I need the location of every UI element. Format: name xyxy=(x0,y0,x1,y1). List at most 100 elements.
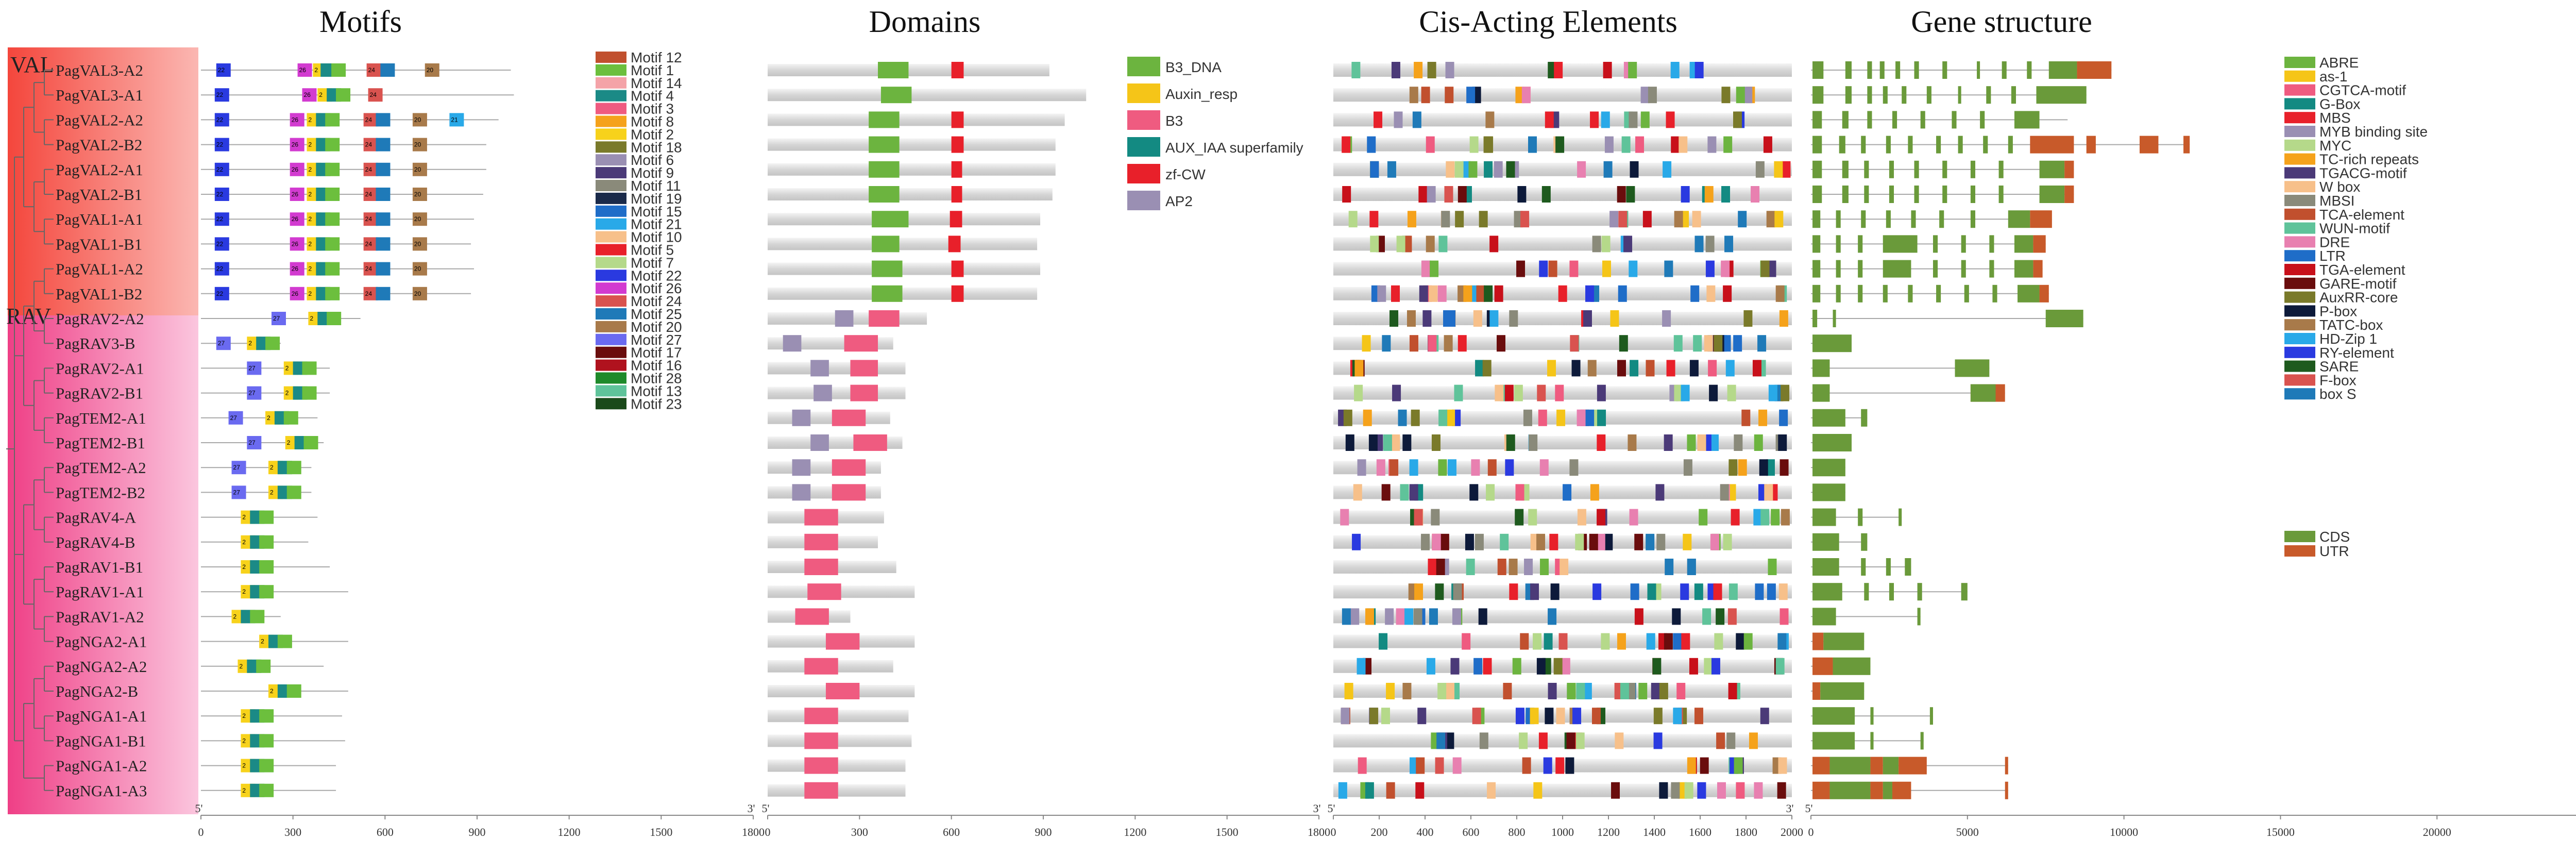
cis-legend-label: CGTCA-motif xyxy=(2319,82,2406,98)
cis-element-mark xyxy=(1489,310,1499,327)
cis-element-mark xyxy=(1778,757,1787,774)
exon-block xyxy=(1861,409,1868,427)
domain-box xyxy=(810,360,829,377)
cis-element-mark xyxy=(1780,608,1789,625)
gene-label: PagTEM2-B1 xyxy=(56,434,145,452)
cis-element-mark xyxy=(1723,533,1732,550)
motif-box xyxy=(368,88,383,102)
cis-element-mark xyxy=(1716,608,1725,625)
cis-element-mark xyxy=(1611,782,1620,799)
cis-element-mark xyxy=(1680,583,1689,600)
cis-legend-swatch xyxy=(2284,139,2315,151)
cis-element-mark xyxy=(1596,533,1605,550)
motif-box-label: 22 xyxy=(216,191,224,198)
cis-element-mark xyxy=(1702,608,1711,625)
domain-tick-label: 1500 xyxy=(1216,826,1239,838)
promoter-bar xyxy=(1333,188,1792,201)
motif-box-label: 27 xyxy=(248,364,256,372)
exon-block xyxy=(1870,757,1883,775)
exon-block xyxy=(1889,160,1894,178)
cis-element-mark xyxy=(1429,285,1438,302)
motif-box xyxy=(325,237,340,251)
cis-element-mark xyxy=(1576,683,1585,699)
cis-element-mark xyxy=(1628,62,1637,78)
domain-box xyxy=(783,335,802,352)
cis-element-mark xyxy=(1409,459,1418,476)
exon-block xyxy=(2030,136,2074,154)
cis-element-mark xyxy=(1743,633,1753,650)
exon-block xyxy=(1989,235,1994,253)
motif-legend-label: Motif 28 xyxy=(631,371,682,387)
cis-element-mark xyxy=(1514,384,1523,401)
exon-block xyxy=(1998,160,2004,178)
motif-legend-swatch xyxy=(596,52,626,63)
motif-box-label: 26 xyxy=(292,191,299,198)
cis-element-mark xyxy=(1369,211,1379,228)
motif-box-label: 26 xyxy=(299,66,307,74)
motif-box xyxy=(286,485,301,499)
motif-box-label: 24 xyxy=(365,265,372,273)
exon-block xyxy=(1836,235,1841,253)
motif-box-label: 20 xyxy=(414,191,421,198)
cis-element-mark xyxy=(1541,186,1551,203)
cis-element-mark xyxy=(1458,186,1467,203)
motif-box xyxy=(412,162,427,176)
exon-block xyxy=(2086,136,2096,154)
domain-legend-swatch xyxy=(1127,83,1160,103)
group-label-rav: RAV xyxy=(6,304,51,329)
cis-legend-label: TGA-element xyxy=(2319,262,2405,278)
exon-block xyxy=(1929,707,1933,725)
exon-block xyxy=(1812,434,1852,451)
domain-box xyxy=(853,434,887,451)
cis-element-mark xyxy=(1687,559,1696,575)
motif-tick-label: 300 xyxy=(284,826,301,838)
domain-legend-swatch xyxy=(1127,137,1160,157)
gene-five-prime: 5' xyxy=(1805,802,1813,815)
cis-element-mark xyxy=(1443,310,1452,327)
motif-box-label: 20 xyxy=(414,240,421,247)
cis-element-mark xyxy=(1728,583,1738,600)
motif-legend-label: Motif 15 xyxy=(631,204,682,220)
exon-block xyxy=(1812,558,1839,576)
cis-element-mark xyxy=(1438,459,1447,476)
cis-legend-label: TGACG-motif xyxy=(2319,165,2407,181)
motif-box xyxy=(327,312,342,325)
motif-box xyxy=(259,585,274,599)
cis-element-mark xyxy=(1653,732,1663,749)
cis-element-mark xyxy=(1539,459,1549,476)
cis-element-mark xyxy=(1736,633,1745,650)
cis-element-mark xyxy=(1391,62,1400,78)
cis-element-mark xyxy=(1446,161,1455,178)
motif-box xyxy=(325,113,340,127)
domain-box xyxy=(872,285,903,302)
cis-element-mark xyxy=(1509,310,1518,327)
cis-element-mark xyxy=(1342,136,1351,153)
motif-five-prime: 5' xyxy=(195,802,203,815)
cis-element-mark xyxy=(1577,409,1586,426)
exon-block xyxy=(1883,284,1888,303)
exon-block xyxy=(1992,284,1997,303)
cis-element-mark xyxy=(1659,782,1668,799)
motif-box-label: 24 xyxy=(365,240,372,247)
cis-element-mark xyxy=(1450,658,1460,675)
exon-block xyxy=(1823,632,1865,650)
cis-element-mark xyxy=(1452,608,1462,625)
cis-element-mark xyxy=(1653,708,1663,725)
promoter-bar xyxy=(1333,734,1792,748)
motif-box xyxy=(290,138,304,152)
motif-legend-swatch xyxy=(596,192,626,204)
cis-element-mark xyxy=(1406,310,1416,327)
exon-block xyxy=(1842,111,1849,129)
exon-block xyxy=(1886,136,1891,154)
cis-legend-swatch xyxy=(2284,333,2315,344)
motif-box xyxy=(259,709,274,723)
motif-box-label: 26 xyxy=(292,215,299,223)
motif-legend-swatch xyxy=(596,244,626,256)
motif-box-label: 26 xyxy=(304,91,311,98)
cis-element-mark xyxy=(1411,409,1420,426)
cis-element-mark xyxy=(1536,658,1546,675)
cis-element-mark xyxy=(1475,360,1484,377)
cis-element-mark xyxy=(1709,384,1718,401)
cis-element-mark xyxy=(1597,384,1606,401)
cis-legend-label: TATC-box xyxy=(2319,317,2383,333)
